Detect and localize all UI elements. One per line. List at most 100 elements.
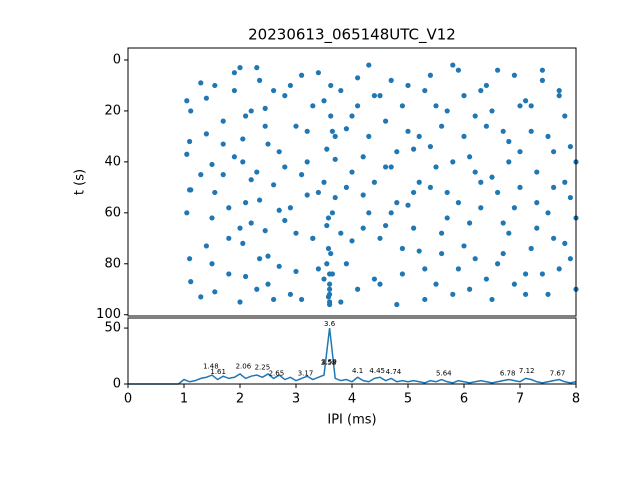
point (377, 235, 383, 241)
y-axis-label: t (s) (73, 169, 88, 195)
point (411, 189, 417, 196)
point (299, 296, 305, 303)
point (422, 296, 428, 303)
point (327, 301, 333, 308)
point (304, 192, 310, 198)
x-tick-label: 3 (292, 392, 300, 407)
peak-label: 2.65 (269, 369, 285, 377)
point (299, 172, 305, 178)
y-tick-label: 80 (104, 256, 121, 271)
point (500, 128, 506, 134)
point (349, 169, 355, 175)
point (399, 271, 405, 277)
point (231, 70, 237, 76)
point (472, 256, 478, 262)
point (433, 164, 439, 170)
y-tick-label: 100 (96, 307, 121, 322)
point (243, 200, 249, 206)
point (310, 235, 316, 241)
point (328, 113, 334, 119)
point (567, 256, 574, 262)
point (427, 72, 433, 78)
point (325, 245, 332, 252)
point (455, 67, 461, 73)
point (271, 87, 277, 94)
point (545, 133, 551, 139)
point (355, 75, 361, 81)
point (371, 276, 377, 282)
point (198, 80, 204, 86)
point (257, 77, 263, 83)
point (343, 184, 349, 190)
chart-title: 20230613_065148UTC_V12 (248, 26, 456, 45)
point (332, 133, 338, 139)
point (450, 159, 456, 165)
point (315, 189, 321, 196)
point (444, 215, 450, 221)
axes-frame (127, 47, 577, 317)
point (324, 146, 330, 152)
point (556, 87, 562, 94)
point (209, 261, 215, 267)
peak-label: 2.25 (255, 364, 271, 372)
point (184, 151, 190, 157)
point (506, 230, 512, 236)
point (184, 98, 190, 104)
point (383, 118, 389, 124)
point (293, 230, 299, 236)
point (489, 174, 495, 180)
point (556, 266, 562, 272)
point (517, 149, 523, 155)
point (355, 286, 361, 292)
point (534, 200, 540, 206)
peak-label: 5.64 (436, 369, 452, 377)
peak-label: 4.74 (386, 368, 402, 376)
point (500, 220, 506, 226)
point (405, 128, 411, 134)
point (517, 103, 523, 109)
point (562, 113, 568, 119)
point (324, 222, 330, 229)
point (528, 103, 534, 109)
x-tick-label: 7 (516, 392, 524, 407)
point (371, 93, 377, 99)
point (226, 205, 232, 211)
point (439, 250, 445, 257)
point (399, 245, 405, 252)
point (187, 256, 193, 262)
point (562, 179, 568, 185)
point (360, 192, 366, 198)
point (220, 172, 226, 178)
point (187, 138, 193, 145)
point (220, 118, 226, 124)
x-tick-label: 5 (404, 392, 412, 407)
point (226, 271, 232, 277)
point (467, 220, 473, 226)
point (338, 87, 344, 94)
point (287, 82, 293, 89)
point (416, 133, 422, 139)
point (188, 108, 194, 114)
point (265, 141, 271, 147)
point (360, 225, 366, 231)
x-tick-label: 4 (348, 392, 356, 407)
point (304, 159, 310, 165)
y-tick-label: 20 (104, 103, 121, 118)
point (321, 179, 327, 185)
histogram-line (128, 327, 577, 385)
point (271, 296, 277, 303)
point (534, 169, 540, 175)
point (328, 82, 334, 89)
point (271, 182, 277, 188)
x-tick-label: 6 (460, 392, 468, 407)
point (231, 154, 237, 160)
point (276, 207, 282, 213)
point (282, 217, 288, 224)
point (483, 123, 489, 129)
point (332, 194, 338, 201)
point (276, 149, 282, 155)
point (304, 128, 310, 134)
point (523, 98, 529, 104)
point (528, 128, 534, 134)
